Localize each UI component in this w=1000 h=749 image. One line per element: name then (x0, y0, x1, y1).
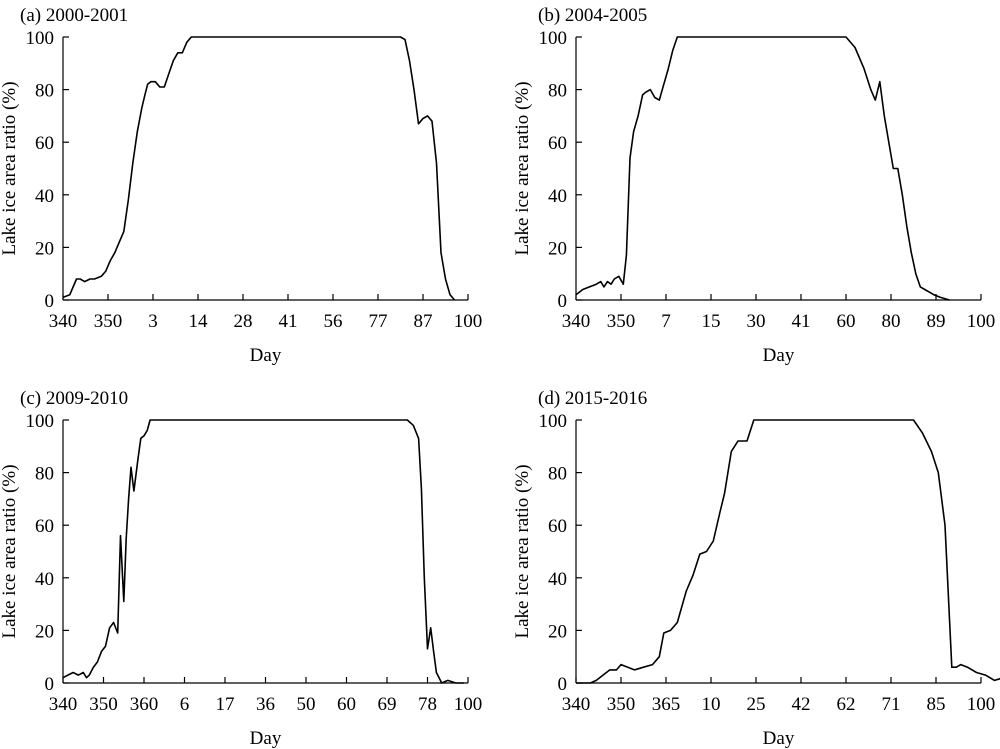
x-tick-label: 100 (454, 694, 483, 715)
x-tick-label: 365 (652, 694, 681, 715)
y-axis-label: Lake ice area ratio (%) (0, 464, 20, 638)
x-tick-label: 71 (882, 694, 901, 715)
chart-panel: (b) 2004-2005 0 20 40 60 80 100 340 350 7 15 30 41 60… (512, 5, 995, 366)
y-tick-label: 100 (26, 411, 55, 432)
y-tick-label: 40 (548, 569, 567, 590)
x-tick-label: 85 (927, 694, 946, 715)
y-tick-label: 100 (539, 28, 568, 49)
y-tick-label: 80 (548, 81, 567, 102)
x-tick-label: 350 (94, 311, 123, 332)
series-line (575, 36, 950, 301)
x-tick-label: 340 (49, 694, 78, 715)
x-tick-label: 350 (89, 694, 118, 715)
series-line (62, 36, 456, 301)
x-tick-label: 69 (378, 694, 397, 715)
x-tick-label: 340 (49, 311, 78, 332)
y-axis-label: Lake ice area ratio (%) (512, 464, 533, 638)
x-tick-label: 77 (369, 311, 388, 332)
x-tick-label: 100 (967, 311, 996, 332)
x-tick-label: 7 (661, 311, 671, 332)
y-tick-label: 0 (558, 291, 568, 312)
y-tick-label: 20 (548, 238, 567, 259)
x-tick-label: 42 (792, 694, 811, 715)
chart-title: (b) 2004-2005 (538, 5, 647, 26)
x-tick-label: 80 (882, 311, 901, 332)
x-tick-label: 3 (148, 311, 158, 332)
x-tick-label: 30 (747, 311, 766, 332)
x-tick-label: 25 (747, 694, 766, 715)
y-tick-label: 60 (35, 516, 54, 537)
y-tick-label: 40 (35, 569, 54, 590)
x-axis-label: Day (763, 728, 795, 749)
x-tick-label: 78 (418, 694, 437, 715)
x-tick-label: 6 (180, 694, 190, 715)
x-tick-label: 17 (216, 694, 235, 715)
series-line (576, 419, 1000, 684)
x-tick-label: 350 (607, 694, 636, 715)
y-tick-label: 20 (35, 238, 54, 259)
y-tick-label: 60 (548, 516, 567, 537)
x-tick-label: 41 (792, 311, 811, 332)
x-axis-label: Day (250, 728, 282, 749)
x-tick-label: 14 (189, 311, 209, 332)
y-tick-label: 0 (45, 291, 55, 312)
series-line (62, 419, 464, 684)
chart-title: (d) 2015-2016 (538, 388, 647, 409)
y-tick-label: 80 (548, 464, 567, 485)
x-tick-label: 87 (414, 311, 433, 332)
chart-panel: (d) 2015-2016 0 20 40 60 80 100 340 350 365 10 25 42… (512, 388, 1000, 749)
x-tick-label: 15 (702, 311, 721, 332)
y-axis-label: Lake ice area ratio (%) (0, 81, 20, 255)
y-tick-label: 40 (548, 186, 567, 207)
x-tick-label: 56 (324, 311, 343, 332)
chart-title: (c) 2009-2010 (20, 388, 128, 409)
y-tick-label: 20 (35, 621, 54, 642)
x-tick-label: 10 (702, 694, 721, 715)
x-axis-label: Day (763, 345, 795, 366)
x-tick-label: 89 (927, 311, 946, 332)
chart-title: (a) 2000-2001 (20, 5, 128, 26)
x-tick-label: 36 (256, 694, 275, 715)
x-tick-label: 60 (837, 311, 856, 332)
y-tick-label: 80 (35, 81, 54, 102)
chart-panel: (c) 2009-2010 0 20 40 60 80 100 340 350 360 6 17 36 5… (0, 388, 482, 749)
x-tick-label: 100 (454, 311, 483, 332)
x-tick-label: 28 (234, 311, 253, 332)
y-tick-label: 80 (35, 464, 54, 485)
y-tick-label: 60 (548, 133, 567, 154)
x-axis-label: Day (250, 345, 282, 366)
y-tick-label: 0 (558, 674, 568, 695)
x-tick-label: 340 (562, 694, 591, 715)
y-tick-label: 0 (45, 674, 55, 695)
y-tick-label: 40 (35, 186, 54, 207)
x-tick-label: 360 (130, 694, 159, 715)
y-tick-label: 100 (26, 28, 55, 49)
x-tick-label: 62 (837, 694, 856, 715)
x-tick-label: 60 (337, 694, 356, 715)
x-tick-label: 350 (607, 311, 636, 332)
x-tick-label: 50 (297, 694, 316, 715)
x-tick-label: 340 (562, 311, 591, 332)
chart-panel: (a) 2000-2001 0 20 40 60 80 100 340 350 3 14 28 41 56… (0, 5, 482, 366)
y-tick-label: 60 (35, 133, 54, 154)
y-tick-label: 20 (548, 621, 567, 642)
y-tick-label: 100 (539, 411, 568, 432)
x-tick-label: 100 (967, 694, 996, 715)
x-tick-label: 41 (279, 311, 298, 332)
y-axis-label: Lake ice area ratio (%) (512, 81, 533, 255)
